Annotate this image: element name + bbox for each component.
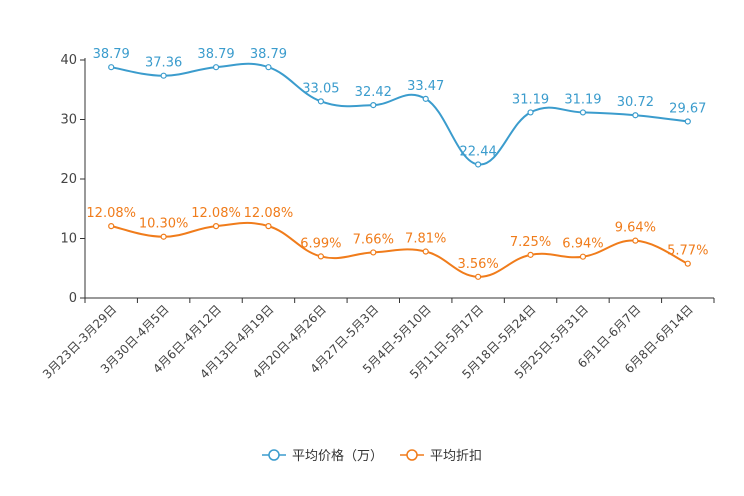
- y-tick-label: 20: [60, 172, 77, 187]
- data-label-0-5: 32.42: [355, 85, 392, 100]
- data-label-1-2: 12.08%: [191, 206, 241, 221]
- legend-label-0: 平均价格（万）: [292, 448, 383, 464]
- series-line-0: [111, 64, 688, 165]
- data-point-1-3[interactable]: [266, 224, 271, 229]
- data-point-1-2[interactable]: [214, 224, 219, 229]
- data-label-1-10: 9.64%: [615, 221, 656, 236]
- data-point-1-4[interactable]: [318, 254, 323, 259]
- data-point-0-1[interactable]: [161, 73, 166, 78]
- data-point-1-8[interactable]: [528, 252, 533, 257]
- data-label-1-1: 10.30%: [139, 217, 189, 232]
- data-label-1-4: 6.99%: [300, 236, 341, 251]
- data-label-0-0: 38.79: [93, 47, 130, 62]
- legend-label-1: 平均折扣: [430, 449, 482, 464]
- data-label-0-7: 22.44: [460, 144, 497, 159]
- data-label-1-6: 7.81%: [405, 232, 446, 247]
- legend-item-1[interactable]: 平均折扣: [400, 449, 482, 464]
- data-point-1-9[interactable]: [580, 254, 585, 259]
- data-point-0-11[interactable]: [685, 119, 690, 124]
- data-label-1-0: 12.08%: [86, 206, 136, 221]
- y-tick-label: 40: [60, 53, 77, 68]
- legend-item-0[interactable]: 平均价格（万）: [262, 448, 383, 464]
- data-point-0-2[interactable]: [214, 65, 219, 70]
- data-point-1-11[interactable]: [685, 261, 690, 266]
- data-label-0-9: 31.19: [564, 92, 601, 107]
- data-point-0-5[interactable]: [371, 103, 376, 108]
- data-label-1-5: 7.66%: [353, 232, 394, 247]
- data-label-1-11: 5.77%: [667, 244, 708, 259]
- data-point-0-6[interactable]: [423, 96, 428, 101]
- data-point-1-6[interactable]: [423, 249, 428, 254]
- data-point-1-1[interactable]: [161, 234, 166, 239]
- data-point-1-0[interactable]: [109, 224, 114, 229]
- y-tick-label: 0: [69, 291, 77, 306]
- data-label-0-4: 33.05: [302, 81, 339, 96]
- data-point-0-10[interactable]: [633, 113, 638, 118]
- data-label-0-3: 38.79: [250, 47, 287, 62]
- data-label-0-1: 37.36: [145, 56, 182, 71]
- legend-marker-1: [407, 450, 417, 460]
- line-chart: 38.79 37.36 38.79 38.79 33.05 32.42 33.47 22.44…: [0, 0, 744, 496]
- y-tick-label: 10: [60, 232, 77, 247]
- data-label-1-9: 6.94%: [562, 237, 603, 252]
- data-label-1-8: 7.25%: [510, 235, 551, 250]
- legend-marker-0: [269, 450, 279, 460]
- data-label-0-6: 33.47: [407, 79, 444, 94]
- data-point-1-5[interactable]: [371, 250, 376, 255]
- data-label-0-10: 30.72: [617, 95, 654, 110]
- data-point-0-9[interactable]: [580, 110, 585, 115]
- data-point-0-0[interactable]: [109, 65, 114, 70]
- data-label-1-3: 12.08%: [244, 206, 294, 221]
- y-tick-label: 30: [60, 113, 77, 128]
- data-point-1-7[interactable]: [476, 274, 481, 279]
- data-label-0-2: 38.79: [197, 47, 234, 62]
- data-label-1-7: 3.56%: [457, 257, 498, 272]
- data-label-0-11: 29.67: [669, 101, 706, 116]
- data-point-0-7[interactable]: [476, 162, 481, 167]
- data-point-0-3[interactable]: [266, 65, 271, 70]
- data-point-0-4[interactable]: [318, 99, 323, 104]
- data-point-1-10[interactable]: [633, 238, 638, 243]
- data-label-0-8: 31.19: [512, 92, 549, 107]
- data-point-0-8[interactable]: [528, 110, 533, 115]
